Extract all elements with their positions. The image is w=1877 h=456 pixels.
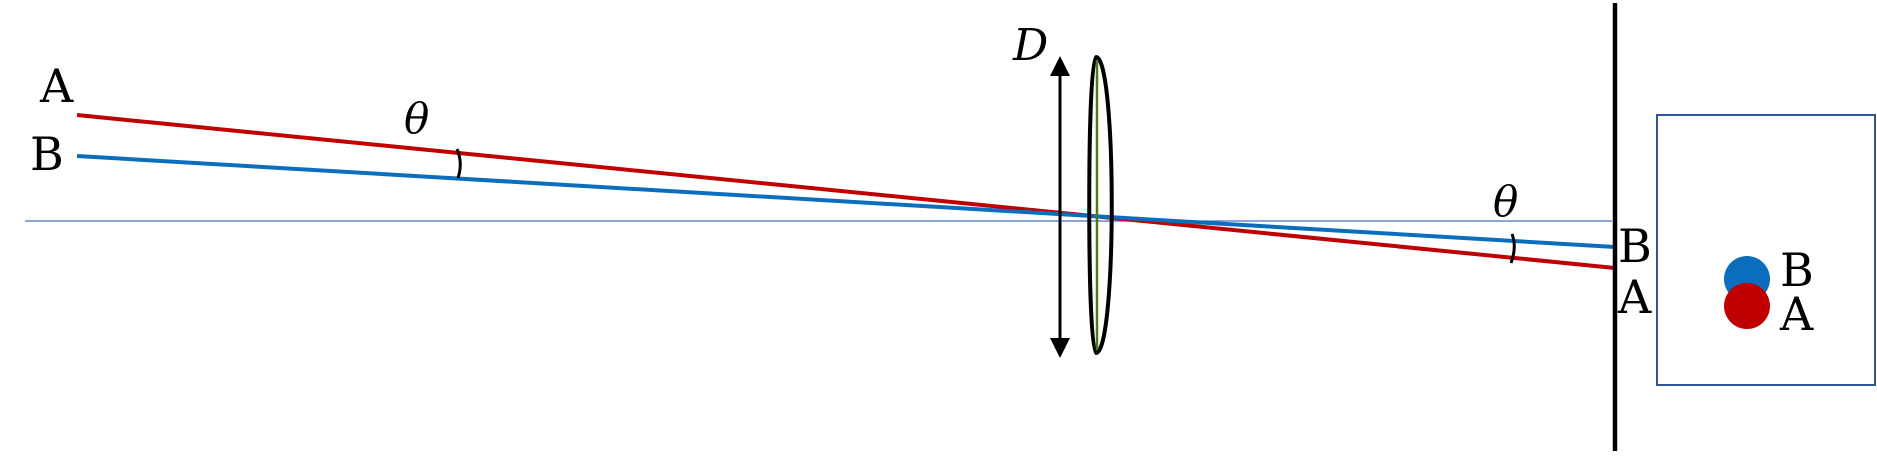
image-panel [1656,114,1876,386]
angle-theta-right-label: θ [1493,177,1518,226]
panel-a-label: A [1779,287,1814,341]
image-dot-a [1724,283,1770,329]
source-a-label: A [39,59,74,113]
ray-b [76,154,1616,249]
angle-arc-right [1509,233,1516,264]
angle-theta-left-label: θ [404,94,429,143]
image-b-label: B [1618,219,1652,273]
angle-arc-left [455,148,462,179]
lens [1087,54,1114,356]
aperture-d-label: D [1012,20,1048,71]
image-a-label: A [1617,270,1652,324]
aperture-arrow [1050,56,1070,358]
panel-b-label: B [1780,243,1814,297]
ray-a [76,113,1616,270]
source-b-label: B [30,127,64,181]
